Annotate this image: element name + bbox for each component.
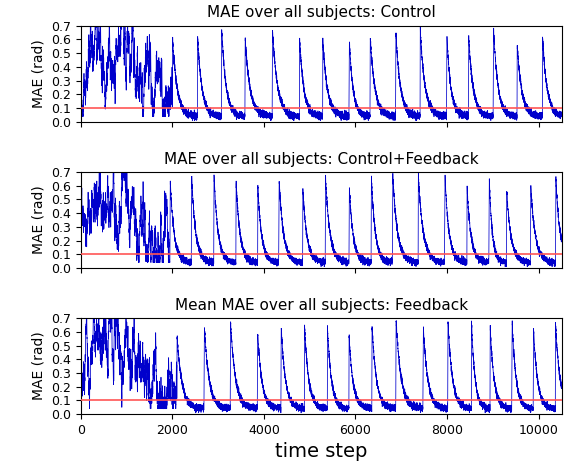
Title: MAE over all subjects: Control+Feedback: MAE over all subjects: Control+Feedback (164, 152, 479, 167)
Y-axis label: MAE (rad): MAE (rad) (31, 186, 46, 254)
Title: Mean MAE over all subjects: Feedback: Mean MAE over all subjects: Feedback (175, 298, 468, 313)
Title: MAE over all subjects: Control: MAE over all subjects: Control (207, 6, 435, 21)
Y-axis label: MAE (rad): MAE (rad) (31, 332, 46, 401)
X-axis label: time step: time step (275, 442, 367, 461)
Y-axis label: MAE (rad): MAE (rad) (31, 39, 46, 108)
